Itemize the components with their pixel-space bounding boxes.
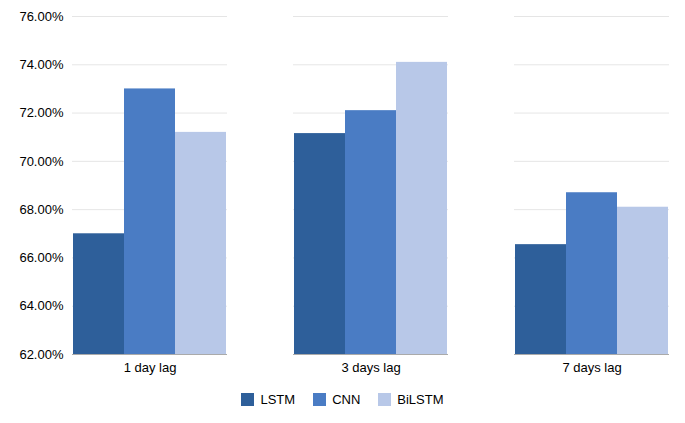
html-text:LSTM: LSTM [260, 392, 296, 407]
svg-text:74.00%: 74.00% [19, 57, 64, 72]
svg-text:76.00%: 76.00% [19, 9, 64, 24]
svg-text:66.00%: 66.00% [19, 250, 64, 265]
html-text:CNN: CNN [332, 392, 361, 407]
svg-text:1 day lag: 1 day lag [124, 360, 177, 375]
svg-text:72.00%: 72.00% [19, 105, 64, 120]
svg-text:64.00%: 64.00% [19, 298, 64, 313]
svg-text:62.00%: 62.00% [19, 347, 64, 362]
html-text:BiLSTM: BiLSTM [397, 392, 444, 407]
svg-text:7 days lag: 7 days lag [562, 360, 621, 375]
svg-text:70.00%: 70.00% [19, 154, 64, 169]
svg-text:68.00%: 68.00% [19, 202, 64, 217]
svg-text:3 days lag: 3 days lag [341, 360, 400, 375]
